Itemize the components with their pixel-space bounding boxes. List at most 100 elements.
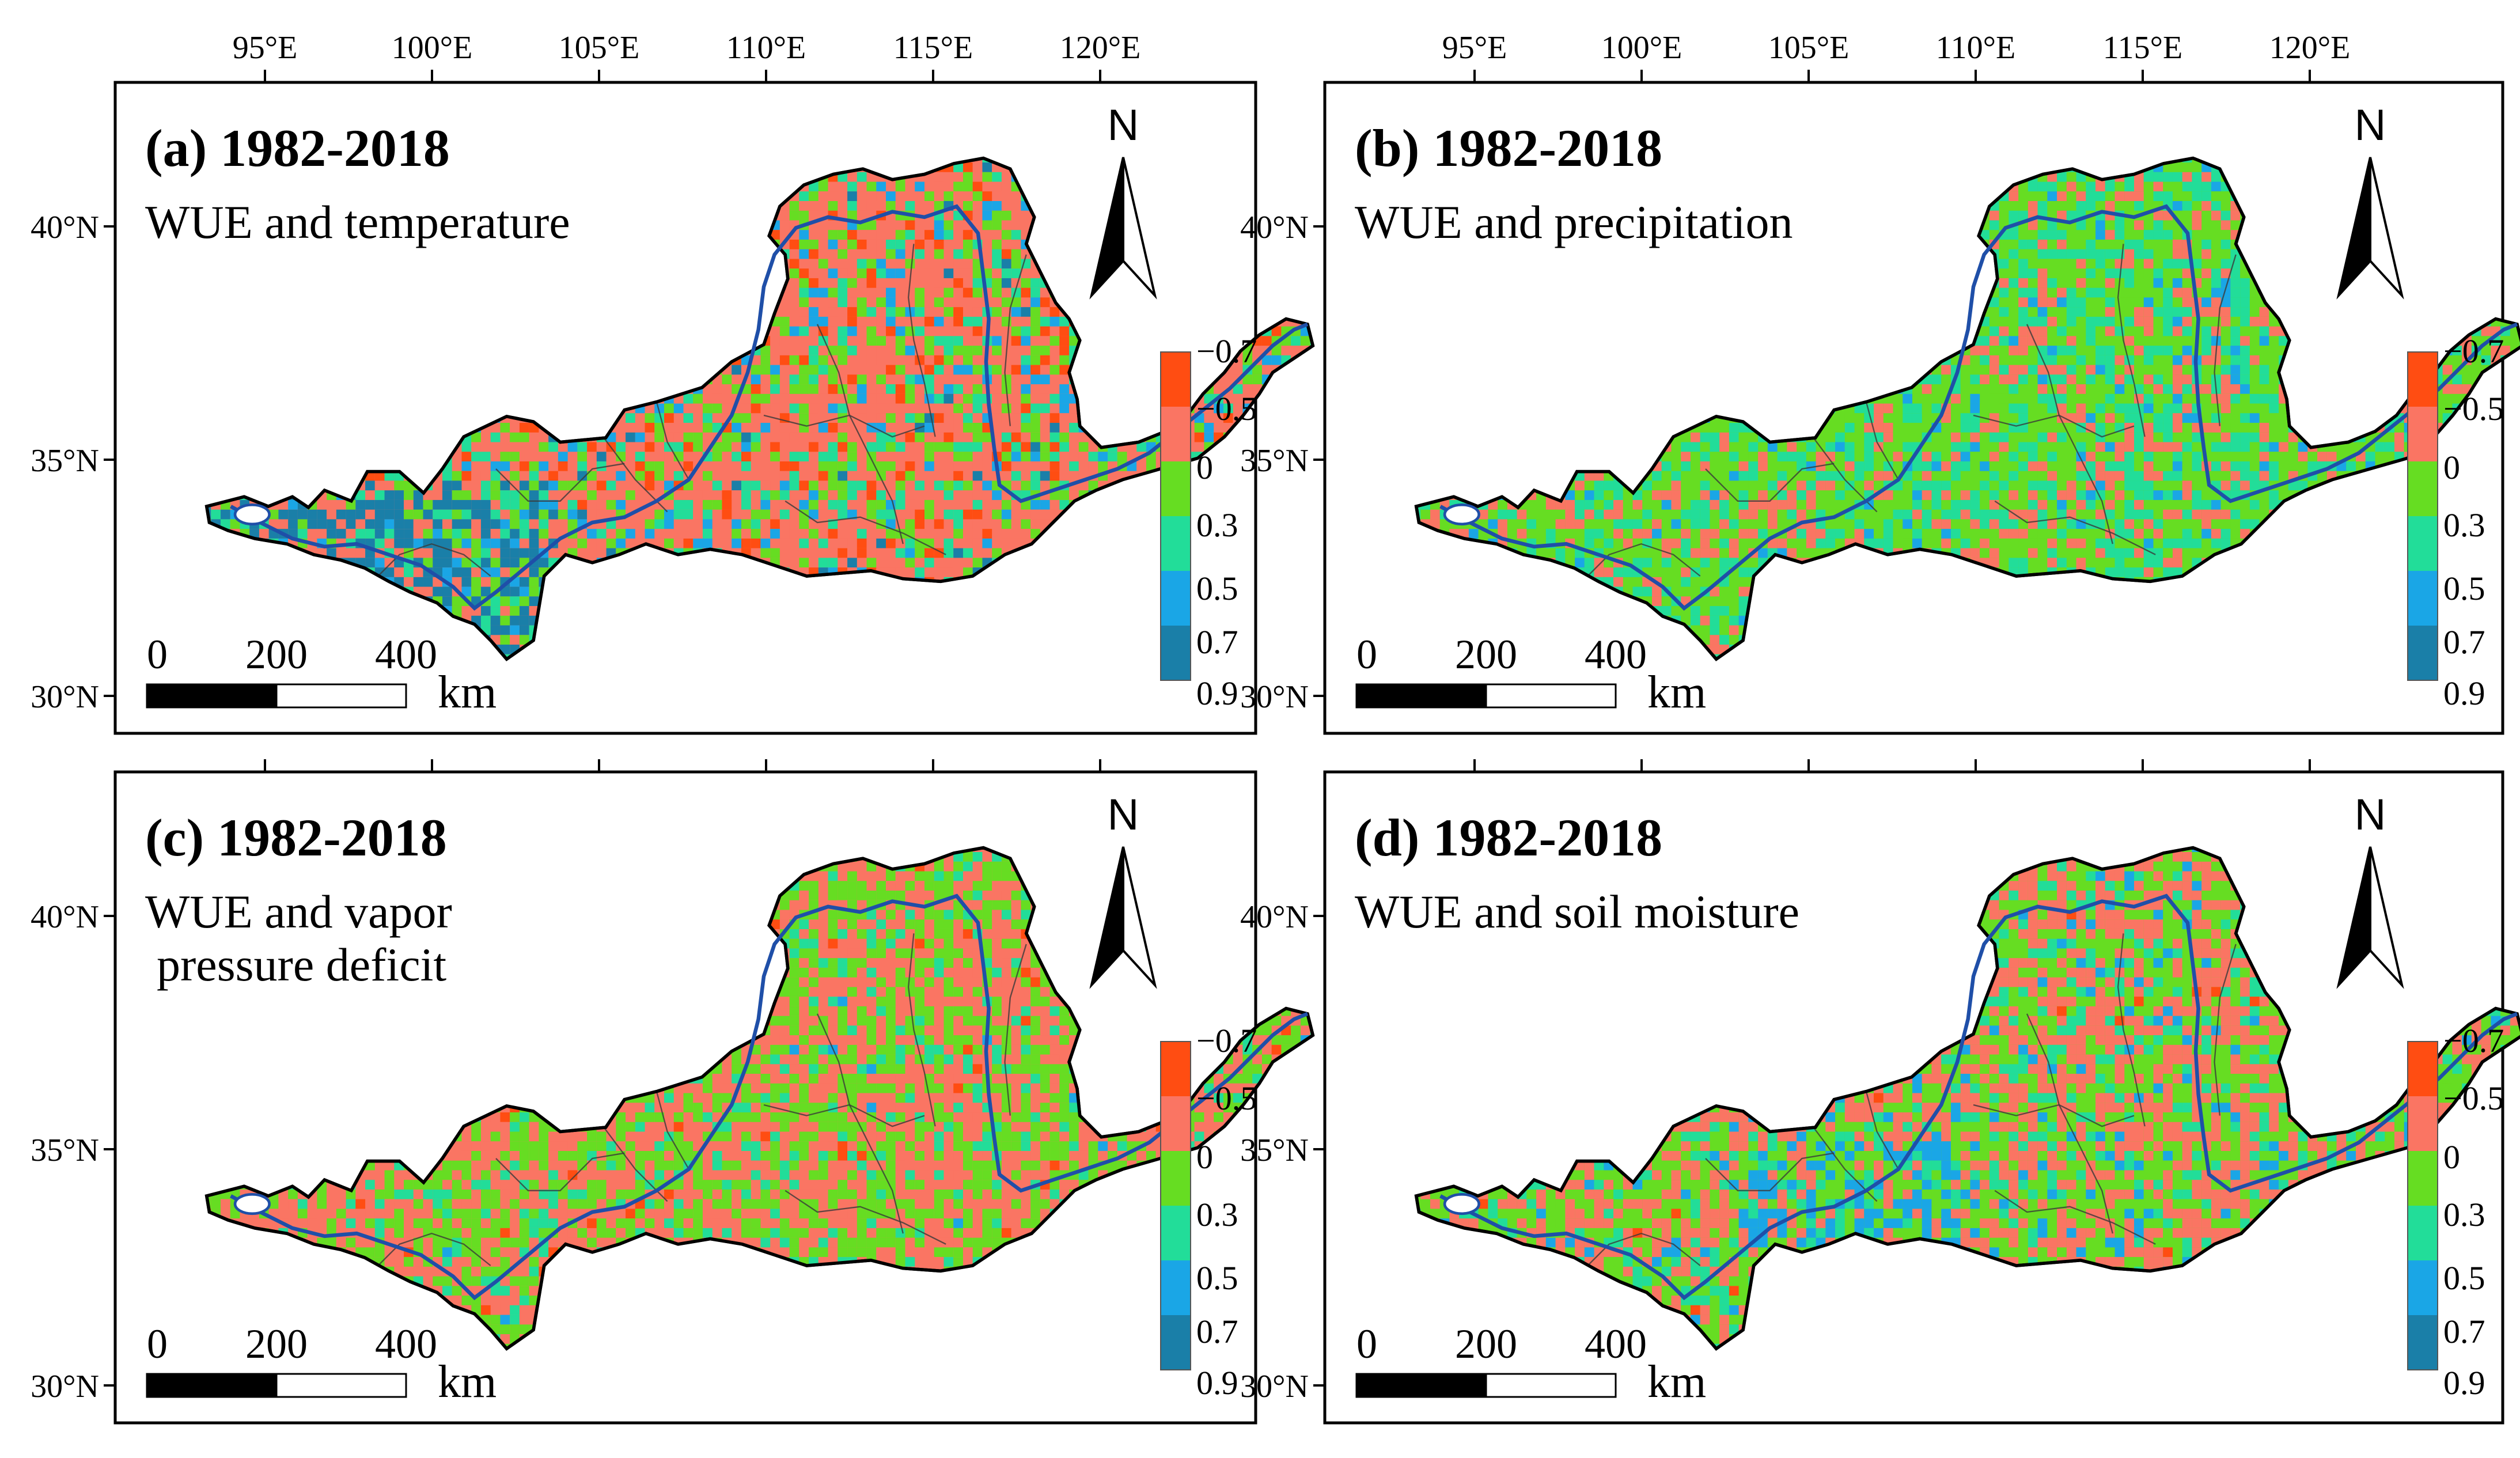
lat-label: 30°N — [31, 679, 99, 715]
panel-subtitle: WUE and vapor pressure deficit — [145, 885, 452, 991]
panel-title: (a) 1982-2018 — [145, 119, 450, 177]
lon-label: 115°E — [893, 30, 973, 66]
legend-swatch — [2408, 352, 2438, 407]
panel-subtitle: WUE and temperature — [145, 196, 570, 248]
subbasin-boundary — [2026, 324, 2113, 544]
legend-colorbar: −0.7 −0.5 0 0.3 0.5 0.7 0.9 — [1160, 332, 1257, 712]
panel-title: (b) 1982-2018 — [1355, 119, 1662, 177]
north-arrow-icon: N — [1089, 101, 1157, 300]
lon-label: 95°E — [233, 30, 298, 66]
subbasin-boundary — [1705, 463, 1835, 502]
map-panel-b: 95°E 100°E 105°E 110°E 115°E 120°E 40°N 35°N 30°… — [1240, 30, 2520, 735]
scale-label: 200 — [245, 631, 308, 677]
scale-label: 200 — [1455, 631, 1517, 677]
north-arrow-icon: N — [2336, 790, 2404, 989]
legend-label: 0.5 — [2443, 1259, 2485, 1297]
basin-outline — [1414, 156, 2520, 661]
panel-title: (c) 1982-2018 — [145, 808, 447, 867]
subbasin-boundary — [1004, 944, 1027, 1116]
subbasin-boundary — [2117, 933, 2146, 1127]
lon-label: 100°E — [1601, 30, 1682, 66]
scale-label: 0 — [1356, 1321, 1377, 1367]
yellow-river-line — [230, 204, 1309, 611]
subbasin-boundary — [816, 1013, 904, 1234]
subbasin-boundary — [785, 500, 946, 555]
north-arrow-icon: N — [1089, 790, 1157, 989]
legend-swatch — [2408, 1042, 2438, 1096]
subbasin-boundary — [2214, 944, 2237, 1116]
subbasin-boundary — [763, 414, 925, 438]
subbasin-boundary — [1865, 402, 1899, 480]
lat-label: 30°N — [1240, 1369, 1309, 1404]
lake-icon — [233, 503, 271, 526]
legend-label: 0.3 — [1196, 506, 1238, 544]
subbasin-boundary — [1865, 1091, 1899, 1170]
legend-swatch — [1161, 626, 1191, 680]
lat-label: 30°N — [1240, 679, 1309, 715]
subbasin-boundary — [1994, 1190, 2156, 1245]
scale-label: 200 — [1455, 1321, 1517, 1367]
basin-outline — [204, 846, 1315, 1351]
legend-label: −0.7 — [2443, 1022, 2504, 1059]
legend-label: 0.5 — [2443, 570, 2485, 607]
subbasin-boundary — [1994, 500, 2156, 555]
legend-swatch — [1161, 1206, 1191, 1260]
lon-label: 120°E — [2269, 30, 2351, 66]
lat-label: 35°N — [1240, 1133, 1309, 1168]
lake-icon — [233, 1192, 271, 1215]
legend-label: 0 — [2443, 449, 2460, 486]
legend-swatch — [2408, 461, 2438, 516]
lat-label: 35°N — [31, 443, 99, 479]
subbasin-boundary — [655, 1091, 689, 1170]
legend-label: 0.9 — [2443, 1364, 2485, 1402]
legend-label: 0.3 — [2443, 506, 2485, 544]
lon-label: 115°E — [2103, 30, 2183, 66]
legend-swatch — [1161, 1151, 1191, 1206]
lat-label: 40°N — [1240, 899, 1309, 935]
scale-label: 400 — [1585, 631, 1647, 677]
legend-label: 0.7 — [2443, 1313, 2485, 1350]
panel-subtitle: WUE and soil moisture — [1355, 885, 1799, 938]
subbasin-boundary — [1973, 414, 2135, 438]
subbasin-boundary — [655, 402, 689, 480]
lat-label: 40°N — [31, 210, 99, 245]
legend-swatch — [2408, 516, 2438, 571]
subbasin-boundary — [1587, 543, 1701, 577]
subbasin-boundary — [495, 463, 625, 502]
basin-outline — [1414, 846, 2520, 1351]
legend-label: −0.5 — [1196, 390, 1257, 427]
subbasin-boundary — [785, 1190, 946, 1245]
subbasin-boundary — [1705, 1152, 1835, 1191]
subbasin-boundary — [2026, 1013, 2113, 1234]
legend-label: 0.7 — [1196, 1313, 1238, 1350]
legend-label: −0.7 — [1196, 332, 1257, 370]
lon-label: 100°E — [392, 30, 473, 66]
legend-swatch — [1161, 516, 1191, 571]
subbasin-boundary — [2214, 254, 2237, 426]
map-panel-c: 40°N 35°N 30°N (c) 1982-2018 WUE and vapor pr… — [31, 759, 1315, 1425]
yellow-river-line — [1439, 204, 2518, 611]
legend-swatch — [2408, 407, 2438, 461]
panel-title: (d) 1982-2018 — [1355, 808, 1662, 867]
subbasin-boundary — [1973, 1104, 2135, 1127]
legend-label: 0.7 — [2443, 623, 2485, 661]
legend-label: 0.9 — [2443, 675, 2485, 712]
lon-label: 120°E — [1060, 30, 1141, 66]
legend-swatch — [1161, 571, 1191, 626]
subbasin-boundary — [907, 244, 936, 437]
legend-swatch — [2408, 1151, 2438, 1206]
legend-colorbar: −0.7 −0.5 0 0.3 0.5 0.7 0.9 — [2407, 1022, 2504, 1402]
yellow-river-line — [1439, 893, 2518, 1301]
lat-label: 35°N — [31, 1133, 99, 1168]
legend-swatch — [1161, 352, 1191, 407]
legend-swatch — [2408, 1096, 2438, 1151]
lat-label: 35°N — [1240, 443, 1309, 479]
legend-label: −0.5 — [1196, 1080, 1257, 1117]
legend-label: 0 — [1196, 449, 1213, 486]
scale-unit: km — [1647, 1357, 1706, 1407]
legend-colorbar: −0.7 −0.5 0 0.3 0.5 0.7 0.9 — [2407, 332, 2504, 712]
